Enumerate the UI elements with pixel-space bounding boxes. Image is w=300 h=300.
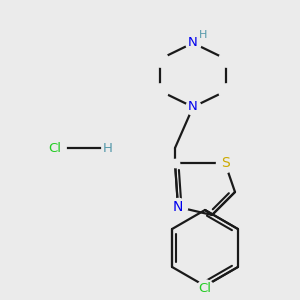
Text: N: N (188, 37, 198, 50)
Text: N: N (188, 100, 198, 113)
Text: Cl: Cl (199, 281, 212, 295)
Text: N: N (173, 200, 183, 214)
Text: H: H (199, 30, 207, 40)
Text: H: H (103, 142, 113, 154)
Text: Cl: Cl (49, 142, 62, 154)
Text: S: S (220, 156, 230, 170)
